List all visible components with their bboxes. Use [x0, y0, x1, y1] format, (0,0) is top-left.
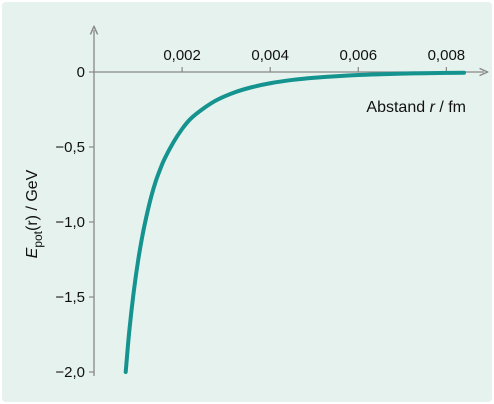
x-tick-label: 0,002 [163, 47, 201, 64]
x-tick-label: 0,006 [340, 47, 378, 64]
y-axis-label: Epot(r) / GeV [24, 169, 45, 258]
x-axis-label: Abstand r / fm [366, 99, 466, 116]
y-tick-label: −2,0 [55, 364, 85, 381]
series-layer [123, 70, 466, 374]
ticks: 0,002 0,004 0,006 0,008 0 −0,5 −1,0 −1,5 −2,0 [55, 47, 465, 381]
series-line [123, 70, 466, 374]
x-tick-label: 0,004 [251, 47, 289, 64]
y-tick-label: −0,5 [55, 139, 85, 156]
y-tick-label: −1,0 [55, 214, 85, 231]
y-tick-label: −1,5 [55, 289, 85, 306]
y-tick-label: 0 [77, 64, 85, 81]
x-tick-label: 0,008 [428, 47, 466, 64]
